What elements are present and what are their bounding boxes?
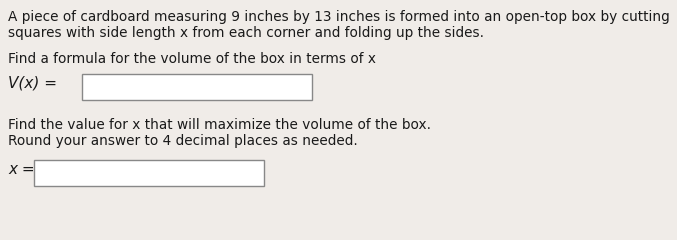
FancyBboxPatch shape xyxy=(34,160,264,186)
Text: Round your answer to 4 decimal places as needed.: Round your answer to 4 decimal places as… xyxy=(8,134,357,148)
Text: Find a formula for the volume of the box in terms of x: Find a formula for the volume of the box… xyxy=(8,52,376,66)
Text: squares with side length x from each corner and folding up the sides.: squares with side length x from each cor… xyxy=(8,26,484,40)
Text: A piece of cardboard measuring 9 inches by 13 inches is formed into an open-top : A piece of cardboard measuring 9 inches … xyxy=(8,10,670,24)
FancyBboxPatch shape xyxy=(82,74,312,100)
Text: x =: x = xyxy=(8,162,35,177)
Text: V(x) =: V(x) = xyxy=(8,76,57,91)
Text: Find the value for x that will maximize the volume of the box.: Find the value for x that will maximize … xyxy=(8,118,431,132)
